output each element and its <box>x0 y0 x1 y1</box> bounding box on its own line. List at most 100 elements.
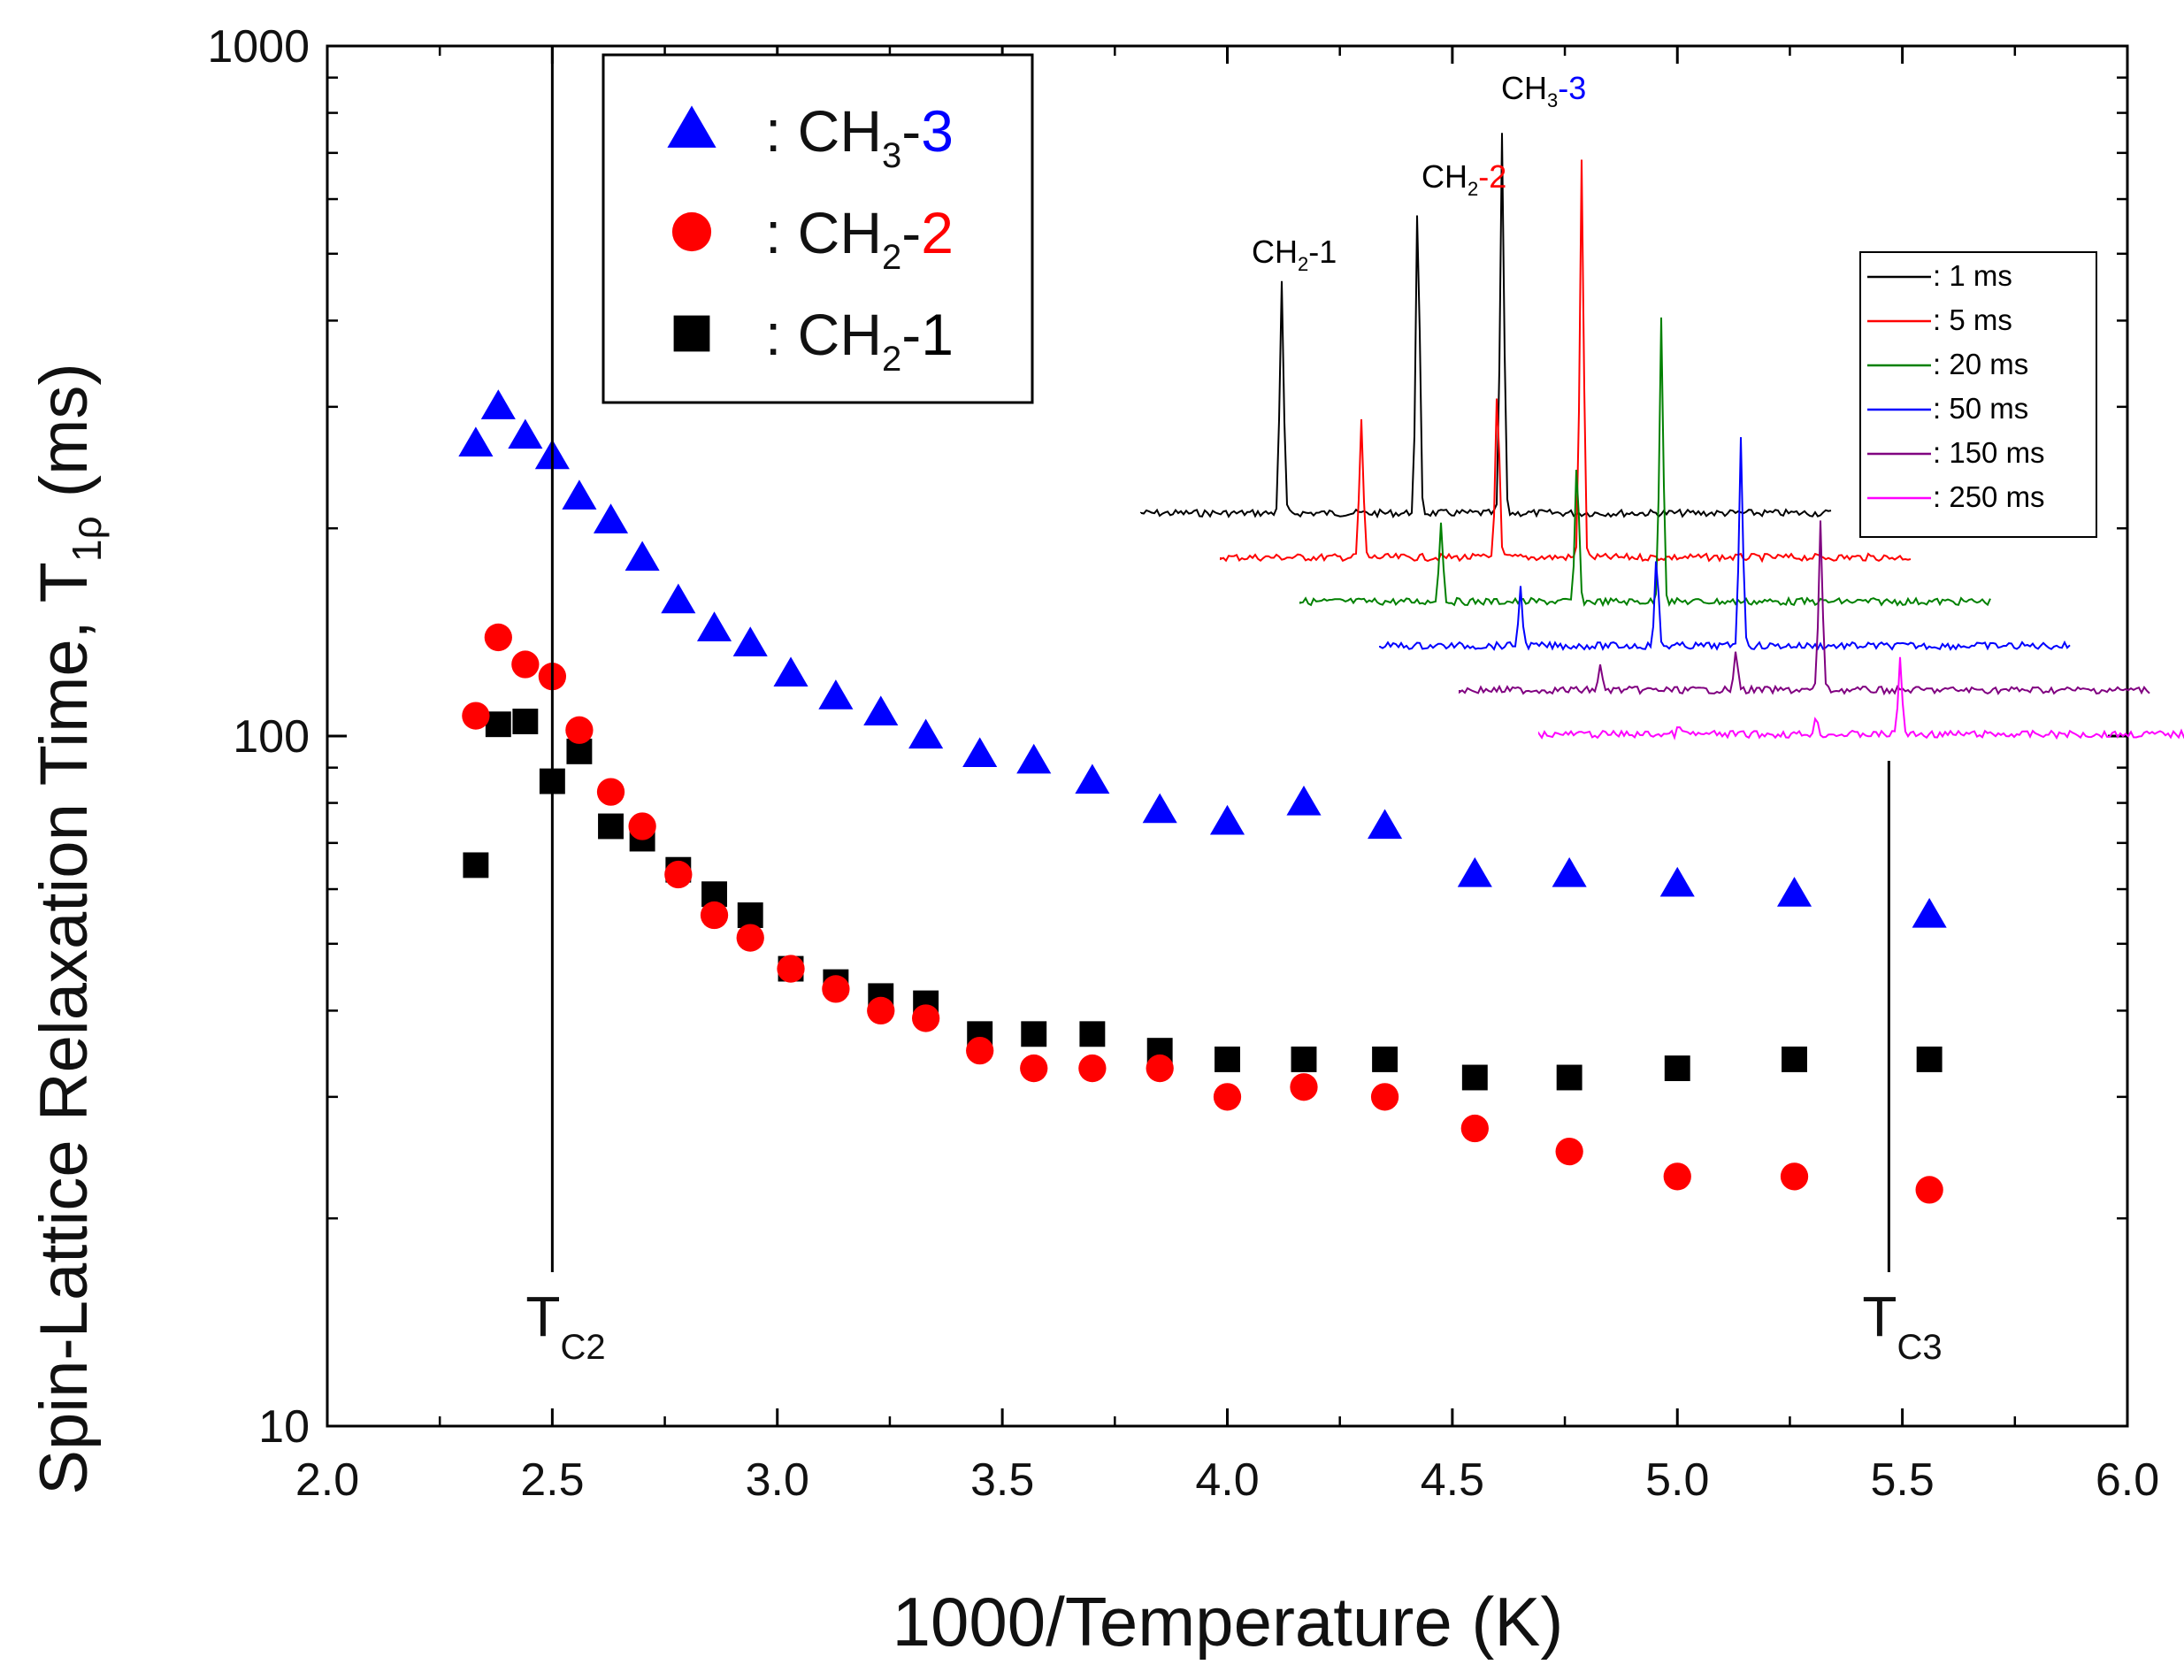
data-point-CH3-3 <box>625 541 660 572</box>
inset-legend-box <box>1859 251 2097 538</box>
data-point-CH3-3 <box>1659 866 1695 897</box>
peak-label-1: CH2-1 <box>1252 234 1337 275</box>
spectrum-trace-5 <box>1459 520 2150 696</box>
data-point-CH2-2 <box>1078 1054 1107 1083</box>
data-point-CH3-3 <box>773 656 808 687</box>
data-point-CH3-3 <box>1209 804 1245 835</box>
data-point-CH3-3 <box>1075 763 1110 794</box>
data-point-CH3-3 <box>696 611 732 641</box>
data-point-CH3-3 <box>1776 877 1812 907</box>
data-point-CH3-3 <box>732 626 768 656</box>
axes-group: 2.0 2.5 3.0 3.5 4.0 4.5 5.0 5.5 6.0 10 100 1000 <box>207 21 2159 1506</box>
series-CH2-2 <box>462 623 1943 1204</box>
data-point-CH3-3 <box>661 583 696 614</box>
legend-marker-CH2-2 <box>671 211 712 252</box>
nmr-spectra-inset: CH2-1 CH2-2 CH3-3: 1 ms: 5 ms: 20 ms: 50 m… <box>1140 70 2184 740</box>
plot-frame <box>326 44 2129 1428</box>
data-point-CH2-1 <box>1215 1046 1240 1072</box>
legend-marker-CH3-3 <box>667 105 717 148</box>
x-tick-label: 2.5 <box>520 1454 584 1506</box>
transition-label-c3: TC3 <box>1862 1285 1942 1367</box>
data-point-CH2-1 <box>598 813 624 840</box>
y-tick-label: 100 <box>233 711 310 763</box>
data-point-CH2-1 <box>1079 1021 1106 1047</box>
data-point-CH2-1 <box>1782 1046 1807 1072</box>
data-point-CH2-2 <box>628 812 656 840</box>
data-point-CH3-3 <box>1016 743 1052 774</box>
data-point-CH3-3 <box>458 426 494 456</box>
x-tick-label: 2.0 <box>295 1454 359 1506</box>
spectrum-trace-1 <box>1140 133 1832 519</box>
data-point-CH2-1 <box>1372 1046 1399 1072</box>
data-point-CH2-1 <box>1664 1055 1690 1082</box>
data-point-CH3-3 <box>508 418 543 449</box>
data-point-CH3-3 <box>593 503 629 533</box>
legend-label-CH2-1: : CH2-1 <box>765 302 954 379</box>
data-point-CH3-3 <box>1912 897 1947 928</box>
inset-legend-label: : 150 ms <box>1933 436 2045 469</box>
x-tick-label: 4.0 <box>1195 1454 1259 1506</box>
data-point-CH2-2 <box>1460 1114 1489 1143</box>
data-point-CH3-3 <box>562 479 597 510</box>
data-point-CH2-2 <box>1213 1083 1242 1111</box>
inset-legend-label: : 250 ms <box>1933 480 2045 513</box>
data-point-CH2-1 <box>1461 1064 1488 1091</box>
y-tick-label: 1000 <box>207 21 310 73</box>
data-point-CH2-1 <box>485 711 511 738</box>
inset-legend-label: : 50 ms <box>1933 392 2028 425</box>
data-point-CH2-2 <box>1020 1054 1048 1083</box>
data-point-CH3-3 <box>1368 809 1403 840</box>
data-point-CH2-2 <box>966 1036 994 1065</box>
spectrum-trace-2 <box>1220 159 1912 564</box>
data-point-CH3-3 <box>1552 856 1587 887</box>
legend-label-CH2-2: : CH2-2 <box>765 200 954 277</box>
data-point-CH2-1 <box>1021 1021 1047 1047</box>
data-point-CH3-3 <box>962 737 998 768</box>
data-point-CH2-2 <box>911 1004 940 1032</box>
series-CH3-3 <box>458 389 1947 928</box>
data-point-CH3-3 <box>1457 856 1492 887</box>
data-point-CH2-2 <box>1663 1162 1691 1191</box>
spectrum-trace-3 <box>1299 317 1991 608</box>
data-point-CH2-1 <box>1556 1064 1582 1091</box>
y-tick-label: 10 <box>258 1401 310 1453</box>
transition-label-c2: TC2 <box>525 1285 605 1367</box>
data-point-CH2-2 <box>777 955 805 983</box>
data-point-CH2-1 <box>737 902 763 928</box>
data-point-CH2-2 <box>596 778 625 806</box>
data-point-CH2-1 <box>1916 1046 1943 1072</box>
inset-legend-label: : 1 ms <box>1933 259 2012 292</box>
peak-label-3: CH3-3 <box>1501 70 1586 111</box>
data-point-CH2-2 <box>822 975 850 1003</box>
data-point-CH2-2 <box>700 901 729 930</box>
data-point-CH3-3 <box>480 389 516 419</box>
x-tick-label: 3.0 <box>746 1454 809 1506</box>
legend-label-CH3-3: : CH3-3 <box>765 98 954 175</box>
data-point-CH2-1 <box>463 852 489 878</box>
peak-label-2: CH2-2 <box>1422 158 1506 200</box>
inset-legend-label: : 20 ms <box>1933 348 2028 380</box>
data-point-CH2-2 <box>736 924 764 952</box>
series-CH2-1 <box>463 709 1943 1091</box>
data-point-CH2-2 <box>462 702 490 730</box>
data-point-CH2-2 <box>1780 1162 1809 1191</box>
data-point-CH2-2 <box>867 996 895 1025</box>
data-point-CH2-2 <box>511 650 540 679</box>
data-marks <box>458 389 1947 1204</box>
data-point-CH3-3 <box>1142 793 1177 824</box>
data-point-CH3-3 <box>1286 786 1322 816</box>
x-axis-label: 1000/Temperature (K) <box>893 1583 1564 1661</box>
annotation-group: TC2 TC3 <box>525 46 1943 1367</box>
data-point-CH2-2 <box>1290 1073 1318 1101</box>
data-point-CH2-2 <box>1555 1137 1583 1166</box>
spectrum-trace-6 <box>1538 656 2184 740</box>
x-tick-label: 6.0 <box>2096 1454 2159 1506</box>
data-point-CH2-1 <box>1291 1046 1317 1072</box>
data-point-CH2-2 <box>565 716 594 744</box>
x-tick-label: 4.5 <box>1421 1454 1484 1506</box>
x-tick-label: 3.5 <box>970 1454 1034 1506</box>
data-point-CH2-1 <box>512 709 539 734</box>
data-point-CH2-2 <box>1146 1054 1174 1083</box>
x-tick-label: 5.0 <box>1645 1454 1709 1506</box>
legend-marker-CH2-1 <box>673 315 710 352</box>
